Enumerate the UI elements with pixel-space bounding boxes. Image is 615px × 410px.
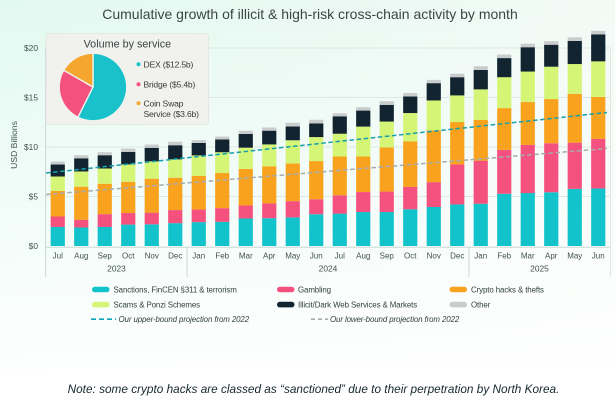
svg-text:Sanctions, FinCEN §311 & terro: Sanctions, FinCEN §311 & terrorism <box>114 286 238 295</box>
svg-text:Mar: Mar <box>521 252 535 261</box>
svg-text:2025: 2025 <box>530 264 549 274</box>
svg-text:Other: Other <box>471 301 491 310</box>
svg-text:2023: 2023 <box>107 264 126 274</box>
svg-text:Jan: Jan <box>192 252 205 261</box>
svg-text:Oct: Oct <box>404 252 417 261</box>
svg-text:Aug: Aug <box>356 252 370 261</box>
svg-text:$5: $5 <box>29 192 39 202</box>
svg-text:Dec: Dec <box>168 252 182 261</box>
svg-text:$20: $20 <box>24 43 38 53</box>
svg-text:Nov: Nov <box>145 252 159 261</box>
svg-text:Aug: Aug <box>74 252 88 261</box>
svg-text:Jul: Jul <box>335 252 345 261</box>
svg-text:Apr: Apr <box>545 252 558 261</box>
svg-text:Service ($3.6b): Service ($3.6b) <box>144 109 200 119</box>
svg-text:Feb: Feb <box>215 252 229 261</box>
svg-text:May: May <box>285 252 300 261</box>
svg-text:Illicit/Dark Web Services & Ma: Illicit/Dark Web Services & Markets <box>298 301 417 310</box>
svg-text:Cumulative growth of illicit &: Cumulative growth of illicit & high-risk… <box>102 6 517 22</box>
svg-text:Bridge ($5.4b): Bridge ($5.4b) <box>144 79 196 89</box>
svg-text:Our upper-bound projection fro: Our upper-bound projection from 2022 <box>119 315 250 324</box>
svg-text:Jun: Jun <box>592 252 605 261</box>
svg-text:Sep: Sep <box>380 252 395 261</box>
svg-text:Coin Swap: Coin Swap <box>144 98 184 108</box>
svg-text:Crypto hacks & thefts: Crypto hacks & thefts <box>471 286 544 295</box>
svg-text:Apr: Apr <box>263 252 276 261</box>
svg-text:Volume by service: Volume by service <box>84 38 172 50</box>
svg-text:May: May <box>567 252 582 261</box>
svg-text:Note: some crypto hacks are cl: Note: some crypto hacks are classed as “… <box>68 382 560 396</box>
svg-text:Gambling: Gambling <box>298 286 331 295</box>
svg-text:Jan: Jan <box>474 252 487 261</box>
svg-text:Scams & Ponzi Schemes: Scams & Ponzi Schemes <box>114 301 201 310</box>
svg-text:Oct: Oct <box>122 252 135 261</box>
svg-text:Nov: Nov <box>427 252 441 261</box>
svg-text:Dec: Dec <box>450 252 464 261</box>
svg-text:Mar: Mar <box>239 252 253 261</box>
svg-text:Feb: Feb <box>497 252 511 261</box>
svg-text:Sep: Sep <box>98 252 113 261</box>
svg-text:USD Billions: USD Billions <box>9 121 19 169</box>
svg-text:Jul: Jul <box>53 252 63 261</box>
svg-text:$10: $10 <box>24 142 38 152</box>
svg-text:$15: $15 <box>24 93 38 103</box>
svg-text:2024: 2024 <box>319 264 338 274</box>
svg-text:Jun: Jun <box>310 252 323 261</box>
svg-text:DEX ($12.5b): DEX ($12.5b) <box>144 59 194 69</box>
svg-text:Our lower-bound projection fro: Our lower-bound projection from 2022 <box>330 315 460 324</box>
svg-text:$0: $0 <box>29 241 39 251</box>
